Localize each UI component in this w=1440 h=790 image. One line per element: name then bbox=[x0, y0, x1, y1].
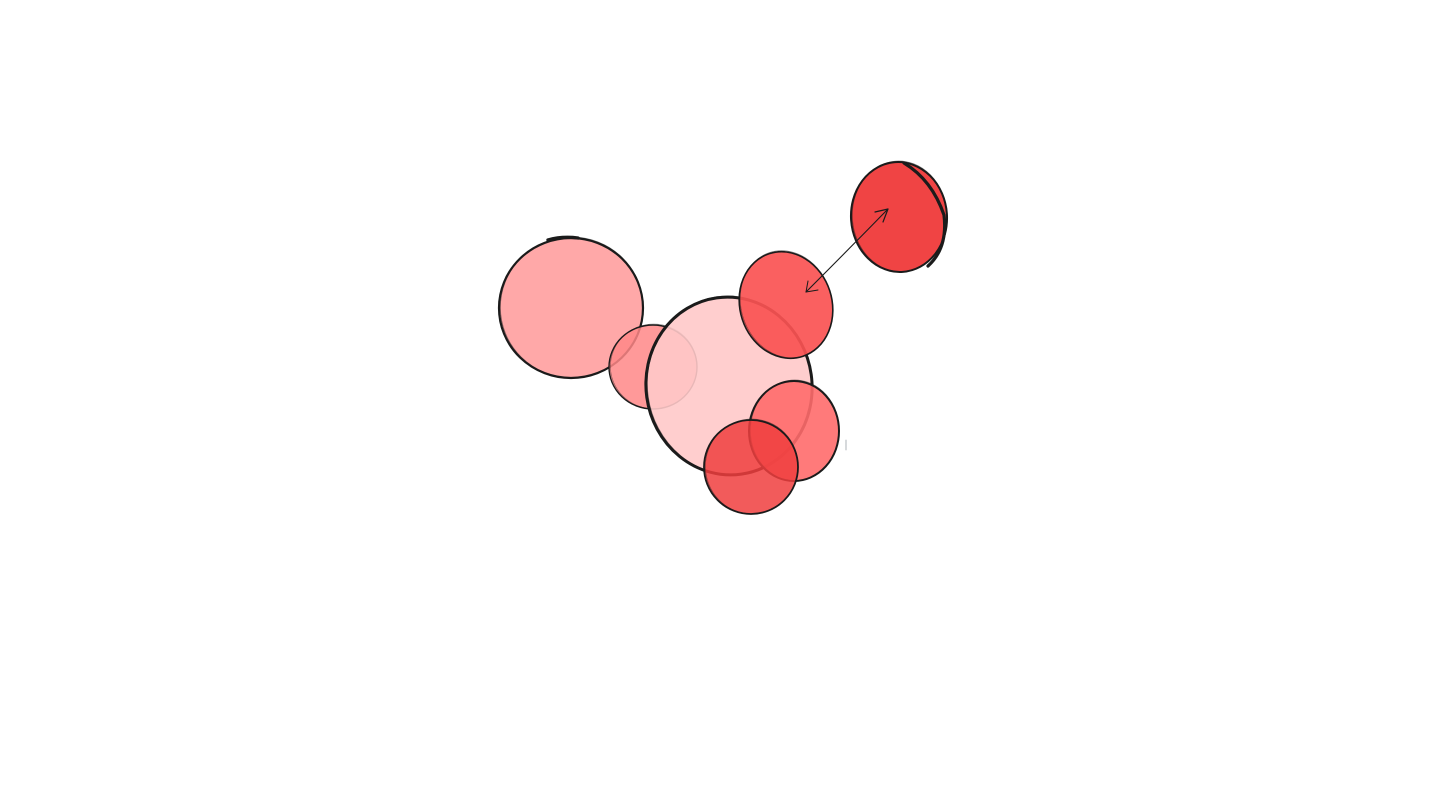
double-headed-arrow[interactable] bbox=[805, 208, 889, 293]
shapes-layer bbox=[497, 158, 951, 515]
ellipse-lower[interactable] bbox=[703, 418, 799, 515]
ellipse-tilted-sketch-pass bbox=[739, 250, 834, 359]
ellipse-top-right-stroke-overlap bbox=[902, 161, 947, 268]
ellipse-tilted[interactable] bbox=[725, 238, 846, 370]
double-headed-arrow-head-end bbox=[874, 208, 889, 223]
ellipse-lower-sketch-pass bbox=[705, 418, 799, 515]
ellipse-top-right[interactable] bbox=[847, 158, 951, 275]
connectors-layer bbox=[805, 208, 889, 451]
double-headed-arrow-head-start bbox=[805, 280, 819, 293]
ellipse-top-right-sketch-pass bbox=[851, 160, 948, 273]
ellipse-left-large-stroke-overlap bbox=[546, 235, 580, 242]
double-headed-arrow-shaft bbox=[805, 208, 889, 293]
